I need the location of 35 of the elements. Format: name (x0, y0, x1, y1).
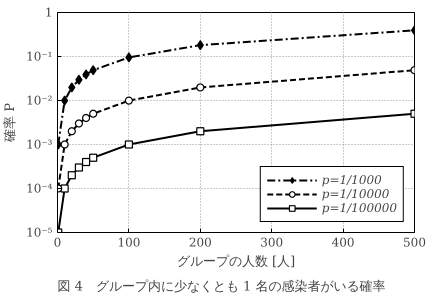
x-axis-title: グループの人数 [人] (176, 254, 296, 270)
point (89, 154, 98, 162)
point (74, 119, 84, 128)
x-tick-label: 400 (332, 236, 355, 250)
point (124, 96, 133, 105)
x-tick-label: 300 (260, 236, 284, 250)
text: 図 4 グループ内に少なくとも 1 名の感染者がいる確率 (58, 278, 386, 294)
legend-label: p=1/100000 (322, 201, 397, 215)
x-tick-label: 200 (188, 236, 212, 250)
point (82, 114, 90, 122)
point (68, 171, 76, 180)
point (82, 158, 90, 166)
point (196, 40, 204, 50)
y-axis-title: 確率 P (2, 102, 18, 143)
y-tick-label: 10⁻⁴ (26, 182, 53, 196)
x-tick-label: 0 (54, 236, 62, 250)
point (82, 69, 90, 80)
point (89, 110, 98, 118)
x-tick-label: 100 (117, 236, 140, 250)
point (74, 163, 84, 172)
y-tick-label: 1 (44, 6, 53, 20)
y-tick-label: 10⁻³ (26, 138, 53, 152)
point (68, 127, 76, 136)
legend-label: p=1/1000 (322, 173, 382, 187)
point (90, 65, 97, 76)
point (75, 74, 83, 85)
point (124, 140, 133, 149)
point (60, 140, 69, 149)
point (196, 127, 204, 136)
x-tick-label: 500 (403, 236, 426, 250)
legend-label: p=1/10000 (322, 187, 390, 201)
y-tick-label: 10⁻² (26, 94, 53, 108)
y-tick-label: 10⁻¹ (26, 50, 53, 64)
y-tick-label: 10⁻⁵ (26, 226, 53, 240)
point (196, 83, 204, 92)
